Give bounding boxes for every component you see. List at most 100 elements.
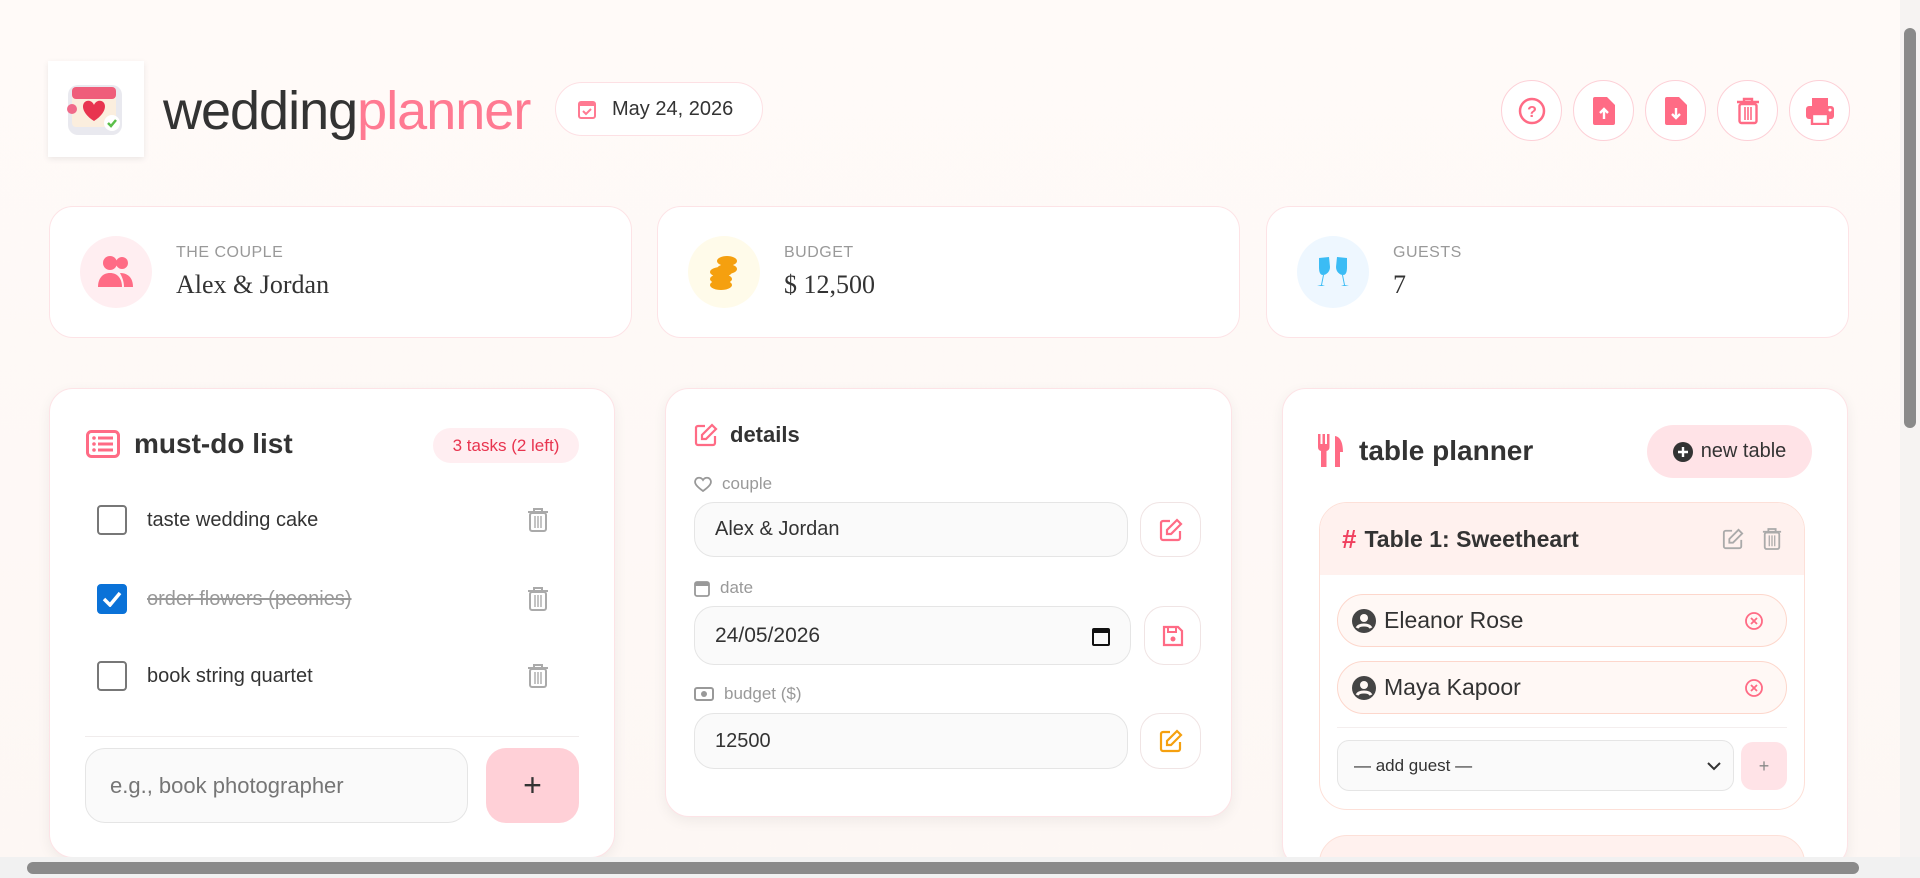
label-text: couple (722, 474, 773, 493)
print-icon (1805, 97, 1834, 125)
remove-guest-icon[interactable] (1744, 611, 1764, 631)
delete-table-icon[interactable] (1762, 527, 1782, 551)
export-button[interactable] (1645, 80, 1706, 141)
calendar-icon (694, 581, 710, 597)
couple-label: couple (694, 474, 772, 494)
stat-label: THE COUPLE (176, 244, 284, 261)
remove-guest-icon[interactable] (1744, 678, 1764, 698)
stat-guests: GUESTS 7 (1266, 206, 1849, 338)
brand-wedding: wedding (163, 81, 358, 141)
trash-icon[interactable] (527, 507, 549, 533)
clear-all-button[interactable] (1717, 80, 1778, 141)
divider (1337, 727, 1787, 728)
task-checkbox[interactable] (97, 584, 127, 614)
help-button[interactable]: ? (1501, 80, 1562, 141)
edit-icon (1159, 729, 1183, 753)
task-count-badge: 3 tasks (2 left) (433, 428, 579, 463)
stat-value: Alex & Jordan (176, 270, 330, 299)
save-date-button[interactable] (1144, 606, 1201, 665)
svg-text:?: ? (1527, 104, 1537, 121)
stat-value: $ 12,500 (784, 270, 875, 299)
couple-value: Alex & Jordan (715, 518, 840, 540)
guest-chip: Maya Kapoor (1337, 661, 1787, 714)
stat-value: 7 (1393, 270, 1406, 299)
file-upload-icon (1592, 96, 1615, 125)
add-guest-button[interactable]: + (1741, 742, 1787, 790)
trash-icon[interactable] (527, 663, 549, 689)
trash-icon[interactable] (527, 586, 549, 612)
add-guest-select[interactable]: — add guest — (1337, 740, 1734, 791)
horizontal-scrollbar-thumb[interactable] (27, 862, 1859, 874)
wedding-date-pill: May 24, 2026 (555, 82, 763, 136)
task-checkbox[interactable] (97, 661, 127, 691)
task-item: order flowers (peonies) (97, 584, 567, 614)
new-table-button[interactable]: new table (1647, 425, 1812, 478)
champagne-glasses-icon (1297, 236, 1369, 308)
task-text: book string quartet (147, 664, 313, 687)
guest-chip: Eleanor Rose (1337, 594, 1787, 647)
label-text: date (720, 578, 754, 597)
edit-icon (694, 423, 718, 447)
divider (85, 736, 579, 737)
brand-planner: planner (357, 81, 531, 141)
plus-circle-icon (1672, 441, 1693, 462)
app-title: weddingplanner (163, 80, 531, 142)
calendar-picker-icon[interactable] (1092, 626, 1110, 646)
details-title-text: details (730, 422, 800, 447)
app-logo (48, 61, 144, 157)
guest-name: Eleanor Rose (1384, 607, 1524, 633)
task-text: order flowers (peonies) (147, 587, 352, 610)
check-icon (102, 591, 122, 607)
task-item: book string quartet (97, 661, 567, 691)
stat-couple: THE COUPLE Alex & Jordan (49, 206, 632, 338)
user-circle-icon (1352, 608, 1376, 633)
guest-name: Maya Kapoor (1384, 674, 1521, 700)
task-checkbox[interactable] (97, 505, 127, 535)
details-title: details (694, 422, 800, 448)
coins-icon (688, 236, 760, 308)
trash-icon (1736, 97, 1759, 124)
table-header: # Table 1: Sweetheart (1320, 503, 1804, 575)
table-planner-title-text: table planner (1359, 435, 1534, 466)
stat-budget: BUDGET $ 12,500 (657, 206, 1240, 338)
budget-label: budget ($) (694, 684, 802, 704)
table-name: Table 1: Sweetheart (1364, 525, 1579, 552)
save-icon (1162, 625, 1183, 646)
edit-couple-button[interactable] (1140, 502, 1201, 557)
file-download-icon (1664, 96, 1687, 125)
date-value: 24/05/2026 (715, 623, 821, 647)
print-button[interactable] (1789, 80, 1850, 141)
utensils-icon (1317, 434, 1343, 467)
edit-icon (1159, 517, 1183, 541)
user-circle-icon (1352, 675, 1376, 700)
stat-label: GUESTS (1393, 244, 1462, 261)
label-text: budget ($) (724, 684, 802, 703)
select-value: — add guest — (1354, 755, 1473, 775)
list-icon (86, 430, 120, 458)
budget-input[interactable]: 12500 (694, 713, 1128, 769)
money-bill-icon (694, 687, 714, 701)
todo-title: must-do list (86, 428, 293, 460)
edit-budget-button[interactable] (1140, 713, 1201, 769)
hash-icon: # (1342, 523, 1357, 554)
budget-value: 12500 (715, 729, 771, 752)
calendar-check-icon (578, 101, 596, 119)
edit-table-icon[interactable] (1722, 528, 1744, 550)
task-item: taste wedding cake (97, 505, 567, 535)
new-table-label: new table (1700, 440, 1787, 462)
table-planner-title: table planner (1317, 434, 1533, 468)
todo-title-text: must-do list (134, 428, 293, 459)
import-button[interactable] (1573, 80, 1634, 141)
couple-input[interactable]: Alex & Jordan (694, 502, 1128, 557)
chevron-down-icon (1707, 761, 1721, 770)
stat-label: BUDGET (784, 244, 854, 261)
add-task-button[interactable]: + (486, 748, 579, 823)
vertical-scrollbar-thumb[interactable] (1904, 28, 1916, 428)
date-label: date (694, 578, 753, 598)
help-icon: ? (1518, 97, 1545, 124)
new-task-input[interactable] (85, 748, 468, 823)
heart-icon (694, 476, 712, 492)
date-input[interactable]: 24/05/2026 (694, 606, 1131, 665)
task-text: taste wedding cake (147, 508, 319, 531)
wedding-date: May 24, 2026 (612, 97, 734, 120)
